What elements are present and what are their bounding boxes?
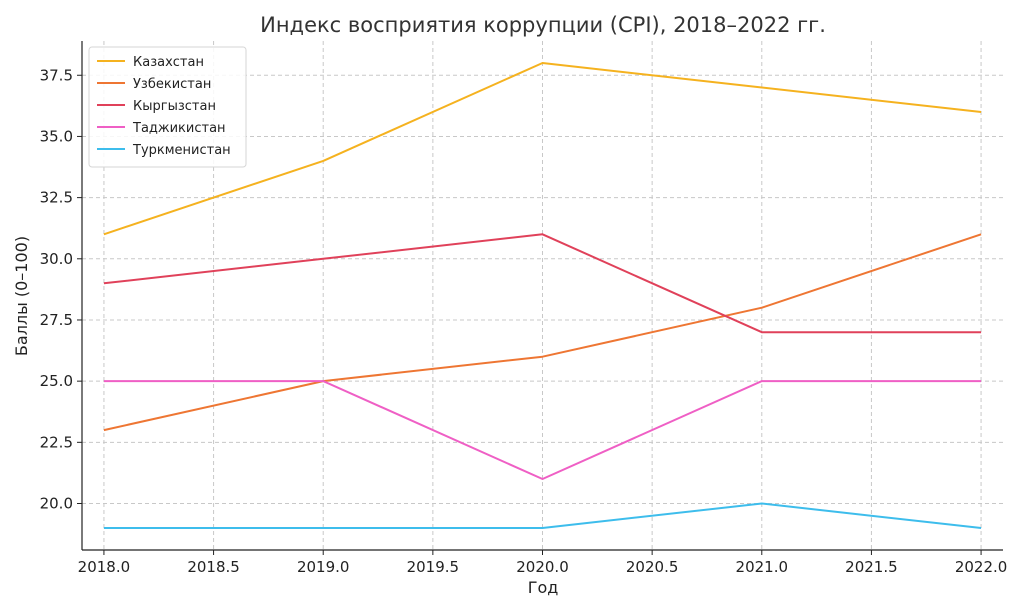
x-tick-label: 2021.5 bbox=[845, 558, 898, 576]
y-tick-label: 30.0 bbox=[40, 250, 73, 268]
series-line bbox=[103, 62, 982, 236]
y-tick-label: 37.5 bbox=[40, 66, 73, 84]
x-tick-label: 2018.5 bbox=[187, 558, 240, 576]
x-axis-label: Год bbox=[528, 578, 559, 597]
legend: Казахстан Узбекистан Кыргызстан Таджикистан… bbox=[88, 46, 247, 168]
y-axis-label: Баллы (0–100) bbox=[12, 236, 31, 356]
y-tick-label: 27.5 bbox=[40, 311, 73, 329]
y-tick-label: 25.0 bbox=[40, 372, 73, 390]
x-tick-label: 2020.0 bbox=[516, 558, 569, 576]
legend-item-label: Таджикистан bbox=[132, 121, 226, 136]
x-tick-label: 2019.0 bbox=[297, 558, 350, 576]
series-line bbox=[103, 233, 982, 432]
chart-title: Индекс восприятия коррупции (CPI), 2018–… bbox=[260, 13, 826, 37]
legend-item-label: Казахстан bbox=[133, 55, 204, 70]
legend-item-label: Кыргызстан bbox=[133, 99, 216, 114]
x-axis-ticks: 2018.0 2018.5 2019.0 2019.5 2020.0 2020.5 2021… bbox=[78, 550, 1008, 576]
y-tick-label: 32.5 bbox=[40, 189, 73, 207]
legend-item-label: Узбекистан bbox=[133, 77, 211, 92]
legend-box bbox=[88, 46, 247, 168]
series-line bbox=[103, 233, 982, 334]
y-tick-label: 22.5 bbox=[40, 433, 73, 451]
series-line bbox=[103, 380, 982, 480]
y-axis-ticks: 20.0 22.5 25.0 27.5 30.0 32.5 35.0 37.5 bbox=[40, 66, 82, 513]
x-tick-label: 2021.0 bbox=[736, 558, 789, 576]
series-lines bbox=[103, 62, 982, 529]
y-tick-label: 20.0 bbox=[40, 495, 73, 513]
y-tick-label: 35.0 bbox=[40, 127, 73, 145]
x-tick-label: 2019.5 bbox=[407, 558, 460, 576]
x-tick-label: 2022.0 bbox=[955, 558, 1008, 576]
series-line bbox=[103, 502, 982, 529]
x-tick-label: 2020.5 bbox=[626, 558, 679, 576]
legend-item-label: Туркменистан bbox=[132, 143, 231, 158]
x-tick-label: 2018.0 bbox=[78, 558, 131, 576]
